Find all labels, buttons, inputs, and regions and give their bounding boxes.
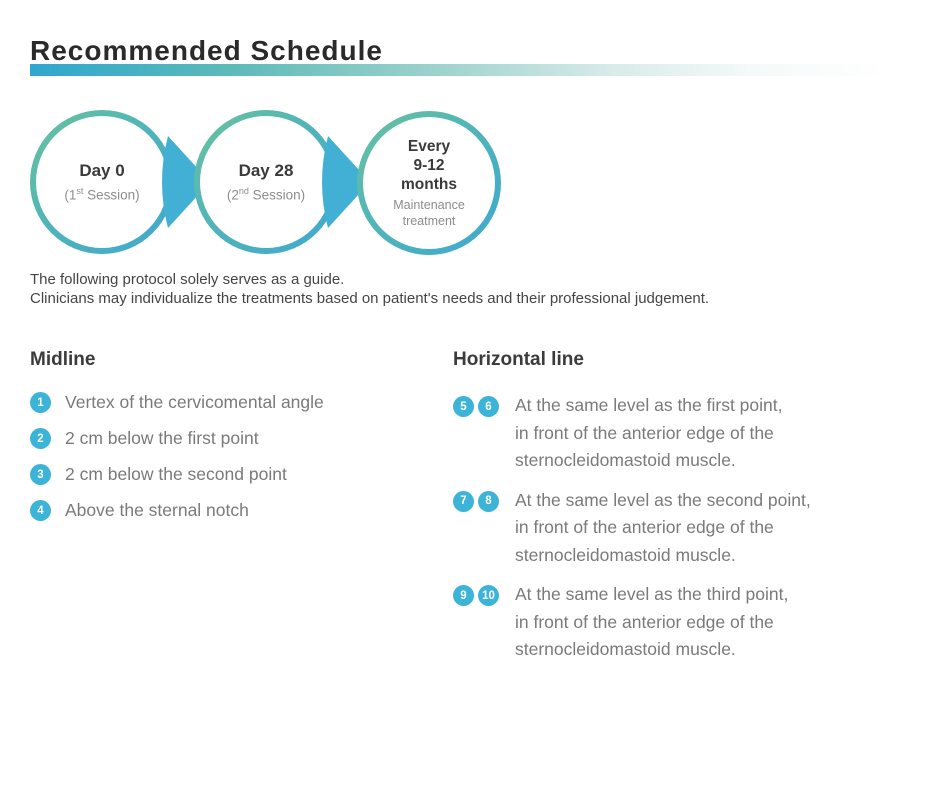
protocol-note-line1: The following protocol solely serves as … xyxy=(30,271,345,288)
step-title-line: 9-12 xyxy=(413,157,445,174)
schedule-step-maintenance-content: Every 9-12 months Maintenance treatment xyxy=(363,117,495,249)
schedule-step-day0-content: Day 0 (1st Session) xyxy=(36,116,168,248)
list-item: 5 6 At the same level as the first point… xyxy=(453,392,913,475)
list-item: 3 2 cm below the second point xyxy=(30,464,440,485)
list-item: 2 2 cm below the first point xyxy=(30,428,440,449)
point-badge-7: 7 xyxy=(453,490,474,512)
point-badge-5: 5 xyxy=(453,396,474,417)
point-badge-8: 8 xyxy=(478,490,499,512)
list-item-text: 2 cm below the first point xyxy=(65,428,259,448)
step-subtitle-line: Maintenance xyxy=(393,198,465,212)
point-badge-6: 6 xyxy=(478,396,499,417)
point-badge-2: 2 xyxy=(30,428,51,449)
point-badge-10: 10 xyxy=(478,585,499,606)
list-item: 1 Vertex of the cervicomental angle xyxy=(30,392,440,413)
protocol-note: The following protocol solely serves as … xyxy=(30,271,709,308)
schedule-step-day0: Day 0 (1st Session) xyxy=(30,110,174,254)
accent-gradient-bar xyxy=(30,64,932,76)
point-badge-pair: 9 10 xyxy=(453,585,499,606)
protocol-note-line2: Clinicians may individualize the treatme… xyxy=(30,289,710,307)
flow-arrow-icon xyxy=(322,136,370,228)
list-item-text: At the same level as the second point, i… xyxy=(515,489,811,565)
horizontal-line-section: Horizontal line 5 6 At the same level as… xyxy=(453,349,913,676)
list-item-text: At the same level as the third point, in… xyxy=(515,584,789,659)
page-title: Recommended Schedule xyxy=(30,34,383,66)
point-badge-3: 3 xyxy=(30,464,51,485)
point-badge-pair: 5 6 xyxy=(453,396,499,417)
list-item-text: At the same level as the first point, in… xyxy=(515,395,783,470)
list-item-text: Above the sternal notch xyxy=(65,500,249,520)
step-title: Day 28 xyxy=(238,161,294,181)
step-subtitle: (1st Session) xyxy=(64,186,140,203)
flow-arrow-icon xyxy=(162,136,210,228)
point-badge-9: 9 xyxy=(453,585,474,606)
horizontal-line-section-title: Horizontal line xyxy=(453,349,584,370)
schedule-step-day28-content: Day 28 (2nd Session) xyxy=(200,116,332,248)
step-title: Day 0 xyxy=(79,161,125,181)
list-item: 7 8 At the same level as the second poin… xyxy=(453,487,913,570)
point-badge-1: 1 xyxy=(30,392,51,413)
midline-section-title: Midline xyxy=(30,349,96,370)
list-item-text: 2 cm below the second point xyxy=(65,464,287,484)
list-item-text: Vertex of the cervicomental angle xyxy=(65,392,324,412)
step-subtitle-line: treatment xyxy=(402,214,456,228)
list-item: 4 Above the sternal notch xyxy=(30,500,440,521)
point-badge-pair: 7 8 xyxy=(453,490,499,512)
schedule-step-day28: Day 28 (2nd Session) xyxy=(194,110,338,254)
midline-section: Midline 1 Vertex of the cervicomental an… xyxy=(30,349,440,536)
schedule-step-maintenance: Every 9-12 months Maintenance treatment xyxy=(357,111,501,255)
step-title-line: months xyxy=(401,176,457,193)
step-title-line: Every xyxy=(407,138,451,155)
point-badge-4: 4 xyxy=(30,500,51,521)
step-subtitle: (2nd Session) xyxy=(226,186,306,203)
list-item: 9 10 At the same level as the third poin… xyxy=(453,581,913,664)
